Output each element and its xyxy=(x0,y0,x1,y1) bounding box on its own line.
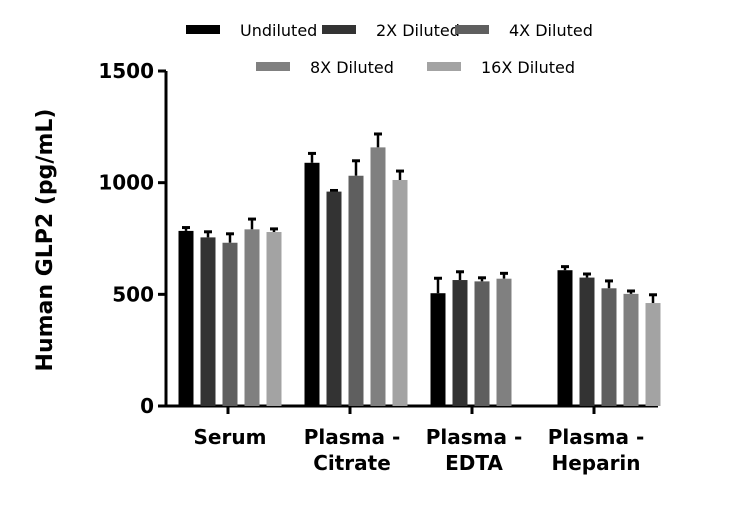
x-tick-label: Heparin xyxy=(551,451,640,475)
bar xyxy=(348,175,364,406)
y-tick-label: 1500 xyxy=(98,59,154,83)
x-tick-label: Citrate xyxy=(313,451,391,475)
legend-label: 16X Diluted xyxy=(481,58,575,77)
x-tick-label: EDTA xyxy=(445,451,503,475)
y-tick-label: 0 xyxy=(140,394,154,418)
x-tick-label: Plasma - xyxy=(426,425,523,449)
legend-label: 2X Diluted xyxy=(376,21,460,40)
legend-label: 8X Diluted xyxy=(310,58,394,77)
bar xyxy=(392,179,408,406)
bars xyxy=(178,132,661,406)
legend-label: 4X Diluted xyxy=(509,21,593,40)
y-axis-label: Human GLP2 (pg/mL) xyxy=(33,109,58,372)
bar xyxy=(474,281,490,406)
x-tick-label: Plasma - xyxy=(304,425,401,449)
legend-swatch xyxy=(322,25,356,34)
bar xyxy=(645,303,661,406)
bar xyxy=(266,232,282,406)
bar xyxy=(623,293,639,406)
x-tick-label: Plasma - xyxy=(548,425,645,449)
bar xyxy=(557,270,573,406)
legend: Undiluted 2X Diluted 4X Diluted 8X Diluted 1… xyxy=(186,21,593,77)
bar xyxy=(601,288,617,406)
bar xyxy=(430,293,446,406)
bar xyxy=(326,191,342,406)
bar xyxy=(304,162,320,406)
bar xyxy=(496,278,512,406)
bar xyxy=(178,230,194,406)
legend-label: Undiluted xyxy=(240,21,317,40)
x-tick-label: Serum xyxy=(194,425,267,449)
bar xyxy=(222,242,238,406)
bar xyxy=(200,237,216,406)
legend-swatch xyxy=(427,62,461,71)
bar xyxy=(370,147,386,406)
bar xyxy=(244,229,260,406)
bar xyxy=(452,280,468,406)
legend-swatch xyxy=(186,25,220,34)
y-tick-label: 500 xyxy=(112,282,154,306)
legend-swatch xyxy=(256,62,290,71)
y-tick-label: 1000 xyxy=(98,171,154,195)
bar xyxy=(579,277,595,406)
legend-swatch xyxy=(455,25,489,34)
